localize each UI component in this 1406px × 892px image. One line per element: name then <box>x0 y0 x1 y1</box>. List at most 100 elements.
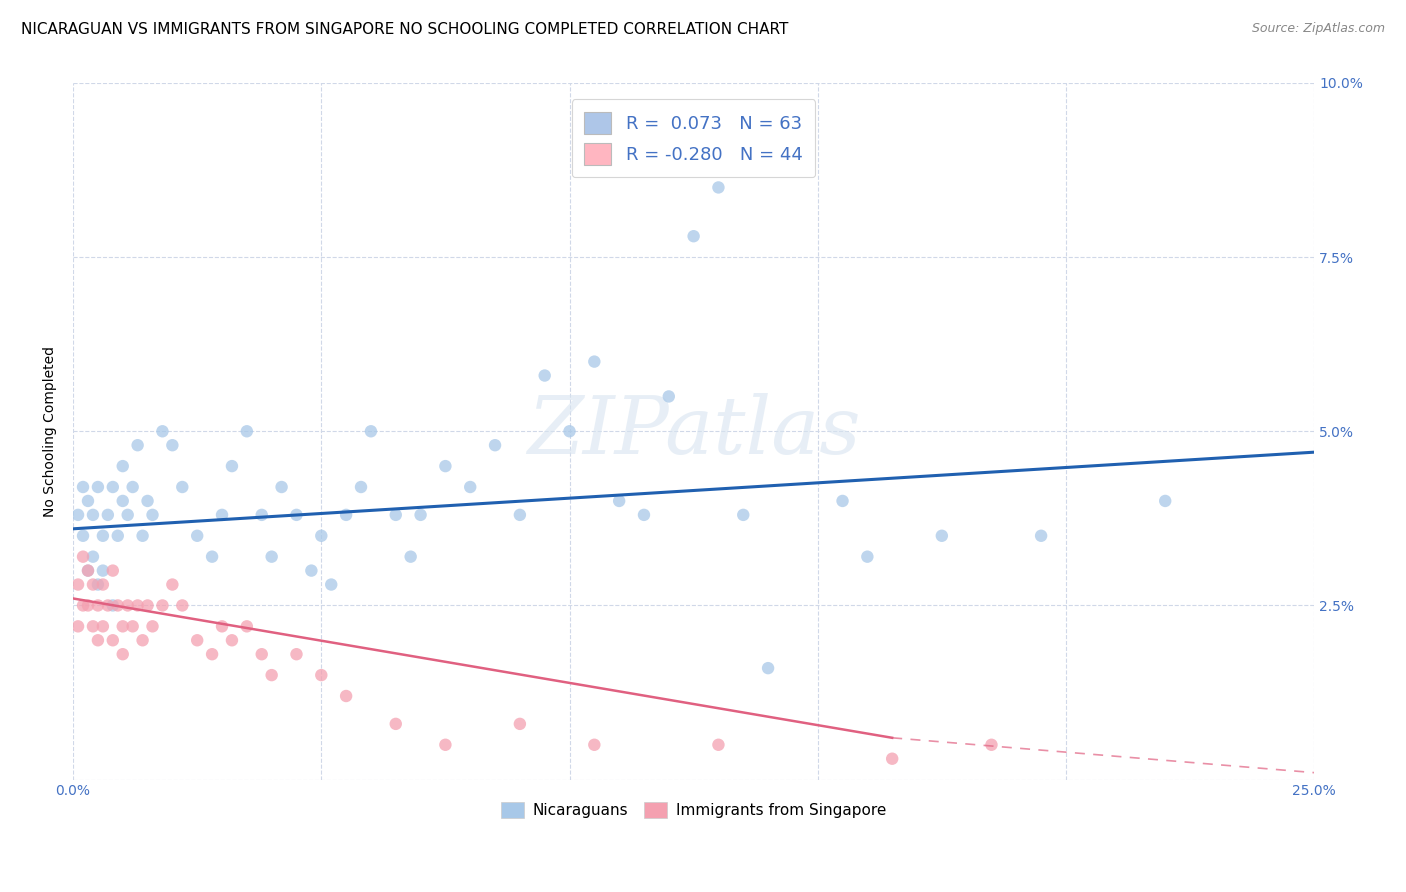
Point <box>77 564 100 578</box>
Point <box>131 529 153 543</box>
Point <box>270 480 292 494</box>
Point <box>285 647 308 661</box>
Point <box>101 480 124 494</box>
Point <box>484 438 506 452</box>
Point <box>1029 529 1052 543</box>
Point <box>399 549 422 564</box>
Point <box>127 599 149 613</box>
Point <box>211 508 233 522</box>
Point <box>607 494 630 508</box>
Point <box>72 599 94 613</box>
Point <box>321 577 343 591</box>
Point <box>434 738 457 752</box>
Point <box>707 180 730 194</box>
Point <box>121 619 143 633</box>
Point <box>533 368 555 383</box>
Y-axis label: No Schooling Completed: No Schooling Completed <box>44 346 58 516</box>
Point <box>87 480 110 494</box>
Point <box>311 529 333 543</box>
Point <box>186 633 208 648</box>
Point <box>67 619 90 633</box>
Point <box>121 480 143 494</box>
Point <box>107 599 129 613</box>
Point <box>111 459 134 474</box>
Point <box>1154 494 1177 508</box>
Point <box>107 529 129 543</box>
Point <box>299 564 322 578</box>
Point <box>350 480 373 494</box>
Point <box>67 508 90 522</box>
Text: ZIPatlas: ZIPatlas <box>527 392 860 470</box>
Point <box>360 424 382 438</box>
Point <box>201 647 224 661</box>
Point <box>97 599 120 613</box>
Point <box>141 508 163 522</box>
Point <box>509 508 531 522</box>
Point <box>152 424 174 438</box>
Point <box>682 229 704 244</box>
Point <box>87 577 110 591</box>
Point <box>211 619 233 633</box>
Point <box>77 599 100 613</box>
Point <box>72 529 94 543</box>
Point <box>260 668 283 682</box>
Point <box>707 738 730 752</box>
Point <box>172 480 194 494</box>
Legend: Nicaraguans, Immigrants from Singapore: Nicaraguans, Immigrants from Singapore <box>495 796 893 824</box>
Point <box>136 494 159 508</box>
Point <box>458 480 481 494</box>
Point <box>201 549 224 564</box>
Point <box>136 599 159 613</box>
Text: NICARAGUAN VS IMMIGRANTS FROM SINGAPORE NO SCHOOLING COMPLETED CORRELATION CHART: NICARAGUAN VS IMMIGRANTS FROM SINGAPORE … <box>21 22 789 37</box>
Point <box>856 549 879 564</box>
Point <box>67 577 90 591</box>
Point <box>236 619 259 633</box>
Text: Source: ZipAtlas.com: Source: ZipAtlas.com <box>1251 22 1385 36</box>
Point <box>82 508 104 522</box>
Point <box>87 599 110 613</box>
Point <box>931 529 953 543</box>
Point <box>77 494 100 508</box>
Point <box>91 577 114 591</box>
Point <box>285 508 308 522</box>
Point <box>72 480 94 494</box>
Point <box>583 738 606 752</box>
Point <box>250 508 273 522</box>
Point <box>335 689 357 703</box>
Point <box>583 354 606 368</box>
Point <box>260 549 283 564</box>
Point <box>97 508 120 522</box>
Point <box>91 529 114 543</box>
Point <box>101 633 124 648</box>
Point <box>633 508 655 522</box>
Point <box>882 752 904 766</box>
Point <box>111 647 134 661</box>
Point <box>82 619 104 633</box>
Point <box>111 494 134 508</box>
Point <box>384 508 406 522</box>
Point <box>658 389 681 403</box>
Point <box>162 577 184 591</box>
Point <box>221 459 243 474</box>
Point <box>152 599 174 613</box>
Point <box>558 424 581 438</box>
Point <box>117 599 139 613</box>
Point <box>117 508 139 522</box>
Point <box>111 619 134 633</box>
Point <box>409 508 432 522</box>
Point <box>434 459 457 474</box>
Point <box>172 599 194 613</box>
Point <box>831 494 853 508</box>
Point <box>91 619 114 633</box>
Point <box>87 633 110 648</box>
Point <box>335 508 357 522</box>
Point <box>101 599 124 613</box>
Point <box>384 717 406 731</box>
Point <box>77 564 100 578</box>
Point <box>131 633 153 648</box>
Point <box>162 438 184 452</box>
Point <box>756 661 779 675</box>
Point <box>72 549 94 564</box>
Point <box>733 508 755 522</box>
Point <box>91 564 114 578</box>
